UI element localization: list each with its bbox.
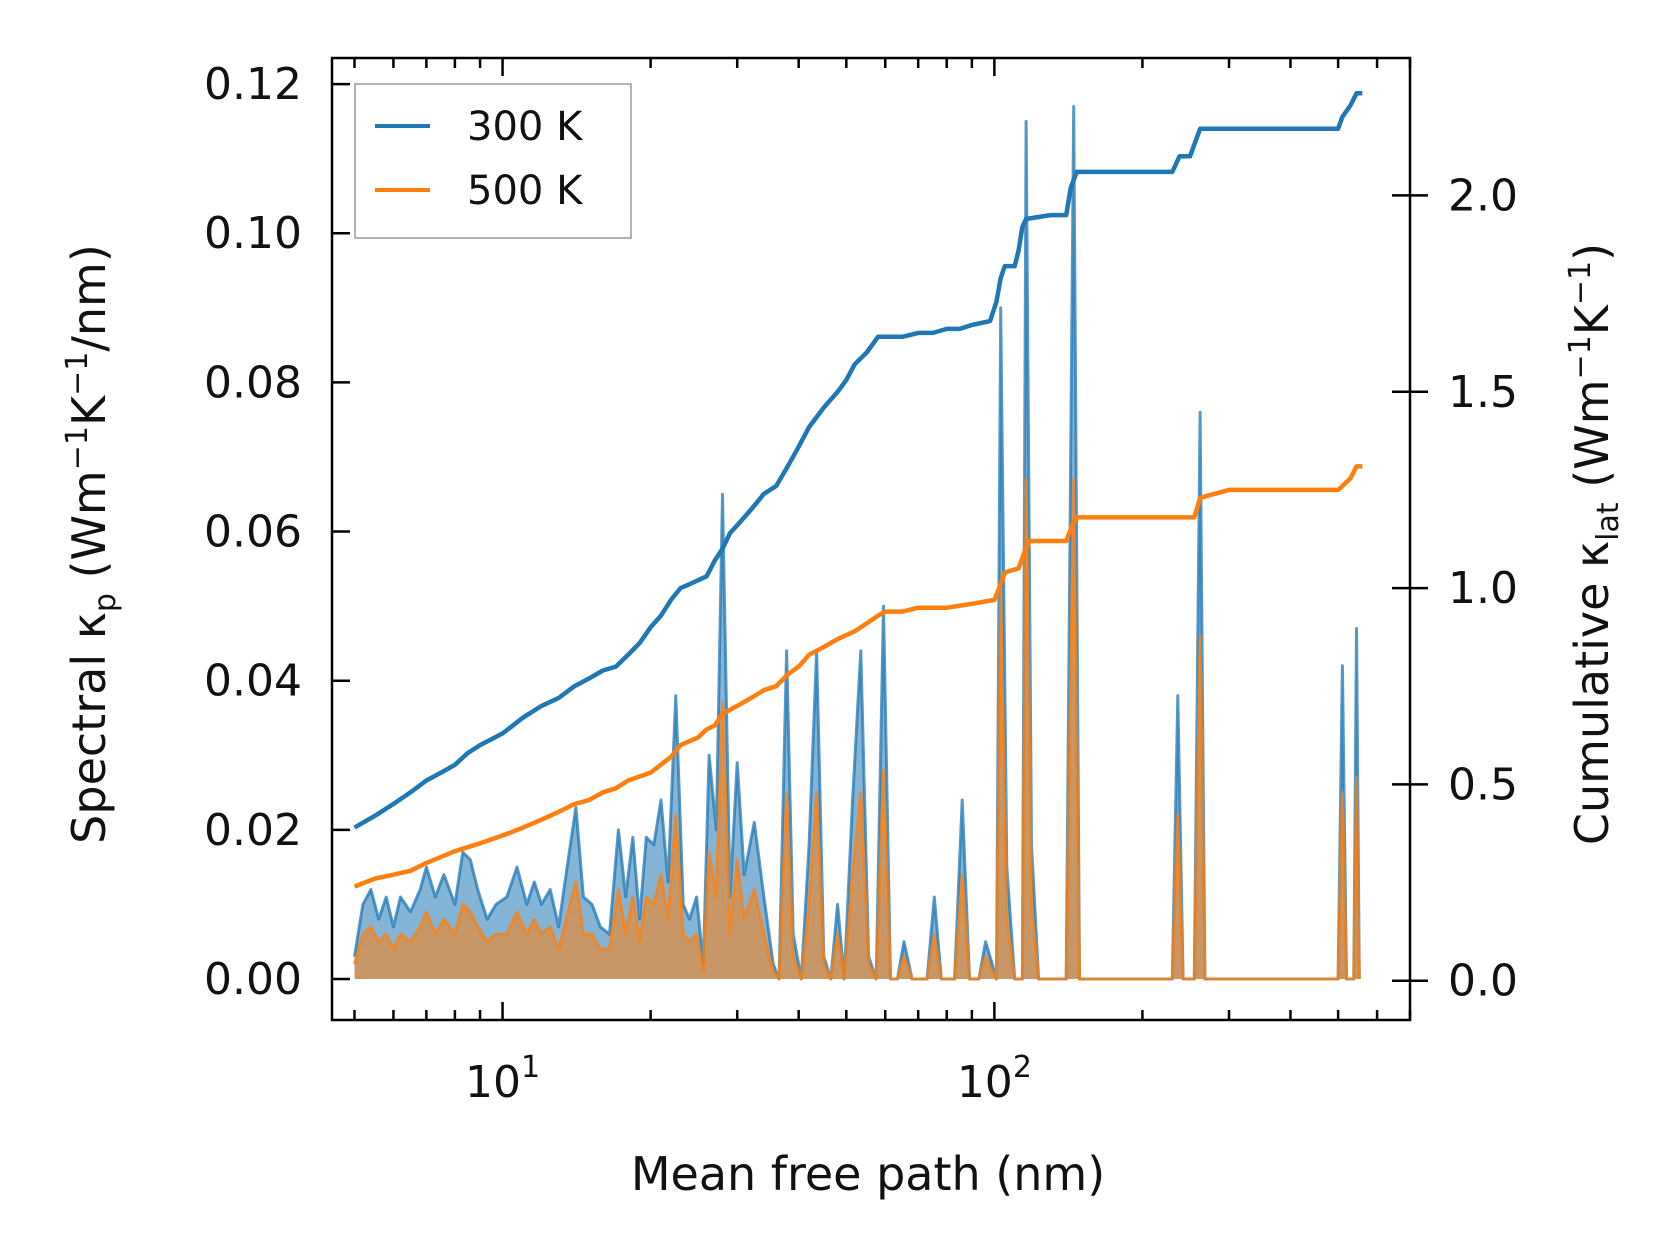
right-y-tick-label: 1.0 bbox=[1448, 563, 1518, 614]
left-y-tick-label: 0.00 bbox=[204, 954, 302, 1005]
500-k-spectral-outline bbox=[353, 477, 1361, 981]
right-y-tick-label: 0.0 bbox=[1448, 956, 1518, 1007]
ticks-layer: 0.00 0.02 0.04 0.06 0.08 0.10 0.12 0.0 0.5 1.0 1.5… bbox=[204, 58, 1518, 1108]
right-y-tick-label: 2.0 bbox=[1448, 170, 1518, 221]
300-k-spectral-outline bbox=[353, 105, 1361, 981]
cumulative-lines-layer bbox=[353, 91, 1363, 889]
legend-label-500k: 500 K bbox=[467, 168, 584, 214]
right-y-axis-title: Cumulative κlat (Wm−1K−1) bbox=[1563, 243, 1626, 845]
legend-box bbox=[354, 83, 632, 239]
left-y-tick-label: 0.02 bbox=[204, 805, 302, 856]
left-y-tick-label: 0.08 bbox=[204, 357, 302, 408]
legend-label-300k: 300 K bbox=[467, 104, 584, 150]
right-y-tick-label: 1.5 bbox=[1448, 367, 1518, 418]
spectral-fill-layer bbox=[353, 105, 1361, 981]
left-y-tick-label: 0.04 bbox=[204, 656, 302, 707]
500-k-spectral-area bbox=[354, 479, 1360, 979]
left-y-tick-label: 0.10 bbox=[204, 208, 302, 259]
right-y-tick-label: 0.5 bbox=[1448, 759, 1518, 810]
left-y-tick-label: 0.12 bbox=[204, 59, 302, 110]
x-tick-label: 102 bbox=[957, 1050, 1032, 1108]
left-y-axis-title: Spectral κp (Wm−1K−1/nm) bbox=[60, 244, 123, 844]
300-k-cumulative-line bbox=[353, 91, 1363, 830]
plot-frame bbox=[330, 56, 1412, 1022]
legend: 300 K 500 K bbox=[354, 83, 632, 239]
x-tick-label: 101 bbox=[465, 1050, 540, 1108]
300-k-spectral-area bbox=[354, 106, 1360, 979]
500-k-cumulative-line bbox=[353, 464, 1363, 889]
x-axis-title: Mean free path (nm) bbox=[631, 1147, 1105, 1201]
left-y-tick-label: 0.06 bbox=[204, 507, 302, 558]
